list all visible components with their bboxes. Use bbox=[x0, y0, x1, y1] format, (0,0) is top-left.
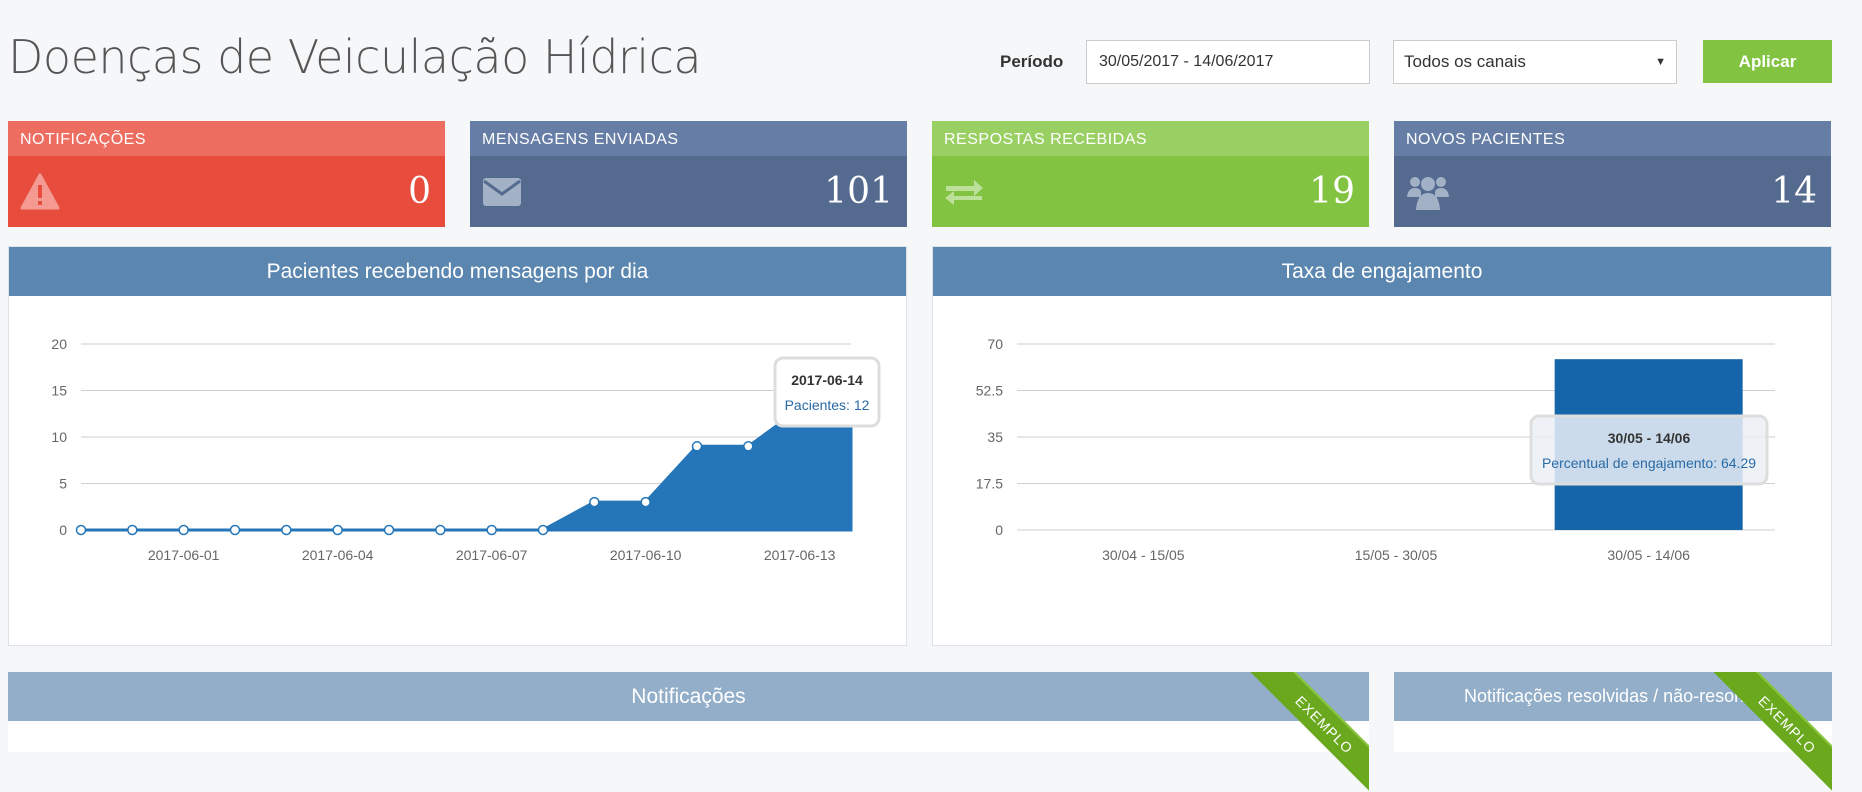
x-tick-label: 15/05 - 30/05 bbox=[1355, 547, 1438, 563]
page-title: Doenças de Veiculação Hídrica bbox=[8, 30, 702, 84]
data-point bbox=[332, 524, 343, 536]
y-tick-label: 0 bbox=[995, 522, 1003, 538]
stat-label: NOVOS PACIENTES bbox=[1394, 121, 1831, 156]
channel-select-value: Todos os canais bbox=[1404, 52, 1526, 71]
chevron-down-icon: ▼ bbox=[1655, 56, 1666, 68]
panel-title: Pacientes recebendo mensagens por dia bbox=[9, 247, 906, 296]
stat-card-mensagens: MENSAGENS ENVIADAS 101 bbox=[470, 121, 907, 227]
data-point bbox=[229, 524, 241, 536]
stat-value: 19 bbox=[1309, 171, 1355, 212]
data-point bbox=[127, 524, 138, 536]
data-point bbox=[640, 496, 651, 508]
stat-label: MENSAGENS ENVIADAS bbox=[470, 121, 907, 156]
apply-button[interactable]: Aplicar bbox=[1703, 40, 1832, 83]
y-tick-label: 10 bbox=[51, 429, 67, 445]
x-tick-label: 30/04 - 15/05 bbox=[1102, 547, 1185, 563]
x-tick-label: 30/05 - 14/06 bbox=[1607, 547, 1690, 563]
x-tick-label: 2017-06-07 bbox=[456, 547, 528, 563]
notifications-panel: Notificações EXEMPLO bbox=[8, 672, 1369, 792]
stat-value: 14 bbox=[1771, 171, 1817, 212]
data-point bbox=[281, 524, 292, 536]
data-point bbox=[589, 496, 600, 508]
resolved-notifications-panel: Notificações resolvidas / não-resolvi EX… bbox=[1394, 672, 1832, 792]
users-icon bbox=[1406, 173, 1450, 211]
stat-value: 101 bbox=[824, 171, 893, 212]
engagement-bar-chart: 0 17.5 35 52.5 70 30/04 - 15/05 15/05 - 30/05 3… bbox=[976, 336, 1775, 563]
warning-icon bbox=[20, 173, 60, 211]
date-range-input[interactable] bbox=[1086, 40, 1370, 84]
data-point bbox=[691, 441, 703, 452]
envelope-icon bbox=[482, 176, 522, 208]
stat-label: NOTIFICAÇÕES bbox=[8, 121, 445, 156]
data-point bbox=[486, 524, 497, 536]
patients-chart-panel: Pacientes recebendo mensagens por dia 0 5… bbox=[8, 246, 907, 646]
example-ribbon: EXEMPLO bbox=[1713, 672, 1832, 792]
chart-tooltip: 30/05 - 14/06 Percentual de engajamento: … bbox=[1529, 414, 1769, 486]
data-point bbox=[178, 524, 189, 536]
tooltip-title: 30/05 - 14/06 bbox=[1608, 430, 1691, 446]
x-tick-label: 2017-06-01 bbox=[148, 547, 220, 563]
x-tick-label: 2017-06-04 bbox=[302, 547, 374, 563]
period-label: Período bbox=[1000, 52, 1064, 71]
engagement-chart-panel: Taxa de engajamento 0 17.5 35 52.5 70 30/04 -… bbox=[932, 246, 1832, 646]
data-point bbox=[435, 524, 446, 536]
y-tick-label: 5 bbox=[59, 476, 67, 492]
chart-tooltip: 2017-06-14 Pacientes: 12 bbox=[773, 356, 881, 428]
y-tick-label: 0 bbox=[59, 522, 67, 538]
stat-card-pacientes: NOVOS PACIENTES 14 bbox=[1394, 121, 1831, 227]
exchange-icon bbox=[944, 177, 984, 207]
x-tick-label: 2017-06-13 bbox=[764, 547, 836, 563]
stat-card-notificacoes: NOTIFICAÇÕES 0 bbox=[8, 121, 445, 227]
tooltip-box bbox=[1529, 414, 1769, 486]
y-tick-label: 15 bbox=[51, 383, 67, 399]
tooltip-text: Pacientes: 12 bbox=[785, 397, 870, 413]
y-tick-label: 17.5 bbox=[976, 476, 1003, 492]
y-tick-label: 20 bbox=[51, 336, 67, 352]
data-point bbox=[743, 441, 754, 452]
panel-title: Taxa de engajamento bbox=[933, 247, 1831, 296]
panel-title: Notificações bbox=[8, 672, 1369, 721]
tooltip-text: Percentual de engajamento: 64.29 bbox=[1542, 455, 1756, 471]
stat-value: 0 bbox=[408, 171, 431, 212]
channel-select[interactable]: Todos os canais ▼ bbox=[1393, 40, 1677, 84]
data-point bbox=[383, 524, 395, 536]
tooltip-title: 2017-06-14 bbox=[791, 372, 863, 388]
x-tick-label: 2017-06-10 bbox=[610, 547, 682, 563]
example-ribbon: EXEMPLO bbox=[1250, 672, 1369, 792]
stat-label: RESPOSTAS RECEBIDAS bbox=[932, 121, 1369, 156]
y-tick-label: 35 bbox=[987, 429, 1003, 445]
tooltip-box bbox=[773, 356, 881, 428]
patients-area-chart: 0 5 10 15 20 2017-06-01 2017-06-04 2017-06-07 20… bbox=[51, 336, 881, 563]
stat-card-respostas: RESPOSTAS RECEBIDAS 19 bbox=[932, 121, 1369, 227]
y-tick-label: 70 bbox=[987, 336, 1003, 352]
data-point bbox=[75, 524, 87, 536]
series-area bbox=[81, 407, 853, 532]
data-point bbox=[537, 524, 549, 536]
y-tick-label: 52.5 bbox=[976, 383, 1003, 399]
